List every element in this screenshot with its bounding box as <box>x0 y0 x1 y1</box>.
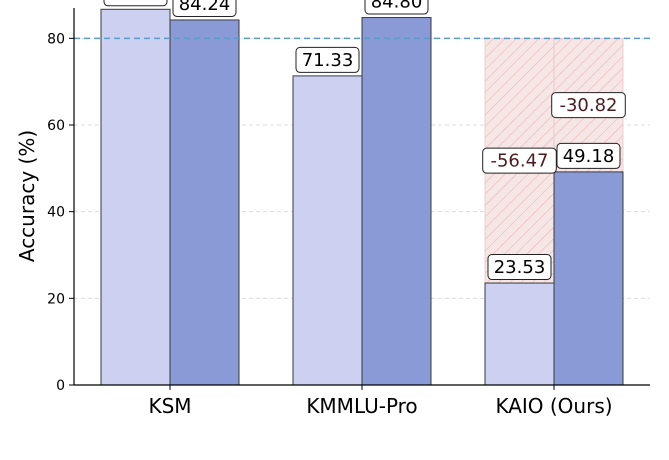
value-label-series2-1-box <box>364 0 429 15</box>
value-label-series2-1: 84.80 <box>371 0 423 13</box>
y-tick-label-20: 20 <box>47 291 65 307</box>
bar-series1-1 <box>292 75 363 386</box>
value-label-series2-0: 84.24 <box>179 0 231 15</box>
gap-label-2: -30.82 <box>559 95 617 116</box>
value-label-series1-1: 71.33 <box>302 50 354 71</box>
gap-label-2-box <box>551 92 626 119</box>
value-label-series1-1-box <box>295 46 360 73</box>
category-label-0: KSM <box>148 394 191 418</box>
category-label-2: KAIO (Ours) <box>495 394 612 418</box>
y-axis-label: Accuracy (%) <box>15 130 39 262</box>
y-tick-label-40: 40 <box>47 205 65 221</box>
value-label-series1-2: 23.53 <box>494 257 546 278</box>
y-tick-label-80: 80 <box>47 31 65 47</box>
bar-series2-1 <box>361 17 432 386</box>
value-label-series2-2: 49.18 <box>563 146 615 167</box>
value-label-series1-0-box <box>103 0 168 7</box>
bar-series2-2 <box>553 171 624 386</box>
value-label-series1-2-box <box>487 254 552 281</box>
value-label-series2-0-box <box>172 0 237 17</box>
plot-area: 0 20 40 60 80 KSM KMMLU-Pro KAIO (Ours) 86.70 71.… <box>47 0 650 418</box>
gap-label-1: -56.47 <box>490 151 548 172</box>
value-label-series1-0: 86.70 <box>110 0 162 4</box>
y-tick-label-60: 60 <box>47 118 65 134</box>
y-tick-label-0: 0 <box>56 378 65 394</box>
value-label-series2-2-box <box>556 142 621 169</box>
bar-series1-2 <box>484 282 555 386</box>
gap-label-1-box <box>482 147 557 174</box>
bar-series1-0 <box>100 8 171 386</box>
bar-series2-0 <box>169 19 240 386</box>
category-label-1: KMMLU-Pro <box>306 394 417 418</box>
